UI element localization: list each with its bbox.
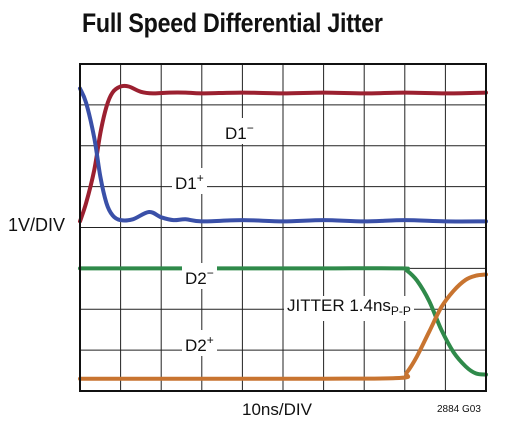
trace-d1-minus — [78, 83, 488, 224]
y-axis-label: 1V/DIV — [8, 215, 66, 235]
plot-frame — [79, 63, 487, 392]
trace-label-d1-plus: D1+ — [172, 168, 207, 194]
traces — [78, 83, 488, 381]
trace-label-name: D2 — [185, 269, 207, 288]
trace-d2-plus — [78, 272, 488, 381]
trace-label-d2-minus: D2− — [182, 263, 217, 289]
trace-label-d1-minus: D1− — [222, 118, 257, 144]
trace-label-sign: + — [206, 333, 214, 347]
jitter-annotation-text: JITTER 1.4ns — [287, 296, 391, 315]
jitter-annotation: JITTER 1.4nsP-P — [284, 296, 414, 321]
x-axis-label: 10ns/DIV — [242, 400, 312, 419]
trace-label-sign: − — [206, 266, 214, 280]
trace-label-name: D1 — [175, 174, 197, 193]
figure-id: 2884 G03 — [437, 404, 481, 415]
trace-label-name: D1 — [225, 124, 247, 143]
trace-d1-plus — [78, 86, 488, 224]
chart-title: Full Speed Differential Jitter — [82, 8, 383, 38]
trace-d2-minus — [78, 266, 488, 377]
trace-label-name: D2 — [185, 336, 207, 355]
trace-label-sign: + — [196, 171, 204, 185]
jitter-annotation-subscript: P-P — [390, 304, 411, 318]
trace-label-d2-plus: D2+ — [182, 330, 217, 356]
grid — [80, 64, 486, 391]
trace-label-sign: − — [246, 121, 254, 135]
